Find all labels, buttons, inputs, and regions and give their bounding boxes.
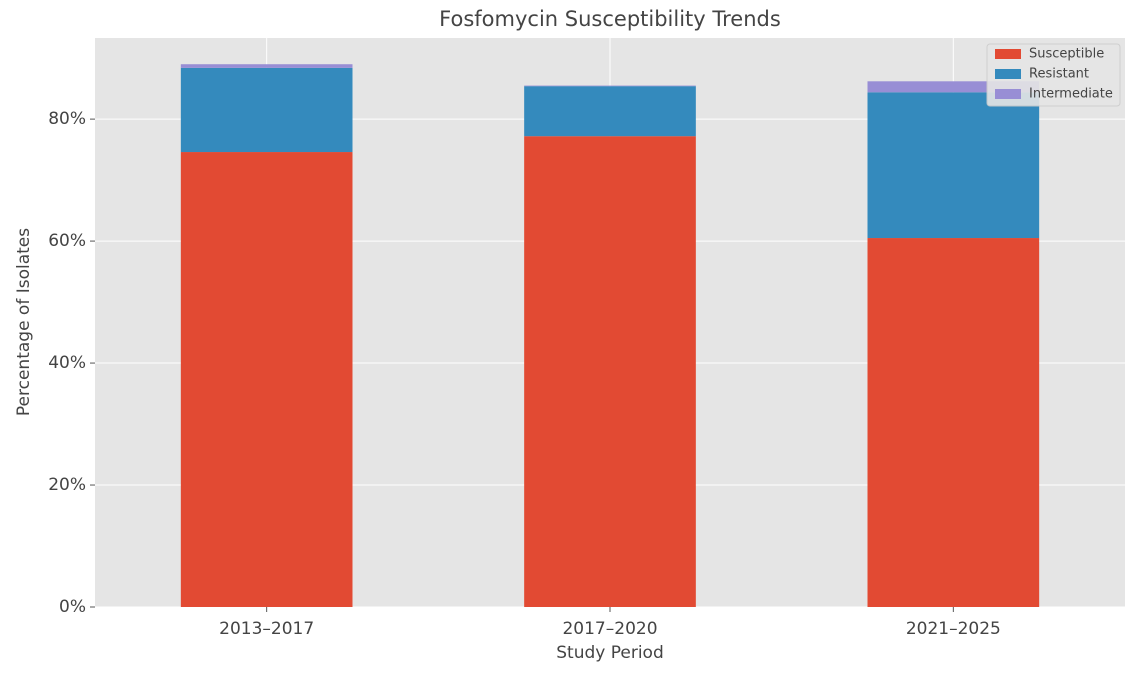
x-tick-label: 2021–2025 [906,619,1001,639]
legend-label: Susceptible [1029,47,1104,62]
bar-segment [180,67,353,153]
legend-swatch [995,49,1021,59]
bar-segment [867,92,1040,239]
y-axis-label: Percentage of Isolates [14,228,34,416]
chart-title: Fosfomycin Susceptibility Trends [439,7,781,31]
y-tick-label: 80% [48,109,86,129]
bar-segment [180,64,353,68]
bar-segment [867,81,1040,93]
x-tick-label: 2017–2020 [562,619,657,639]
legend-label: Intermediate [1029,87,1113,102]
bar-segment [524,86,696,137]
legend-swatch [995,89,1021,99]
bar-segment [180,152,353,607]
bar-segment [524,136,696,607]
bar-segment [867,238,1040,607]
y-tick-label: 40% [48,353,86,373]
legend-label: Resistant [1029,67,1089,82]
y-tick-label: 20% [48,475,86,495]
bar-segment [524,85,696,87]
y-tick-label: 60% [48,231,86,251]
x-axis-label: Study Period [556,643,664,663]
legend-swatch [995,69,1021,79]
y-tick-label: 0% [59,597,86,617]
x-tick-label: 2013–2017 [219,619,314,639]
